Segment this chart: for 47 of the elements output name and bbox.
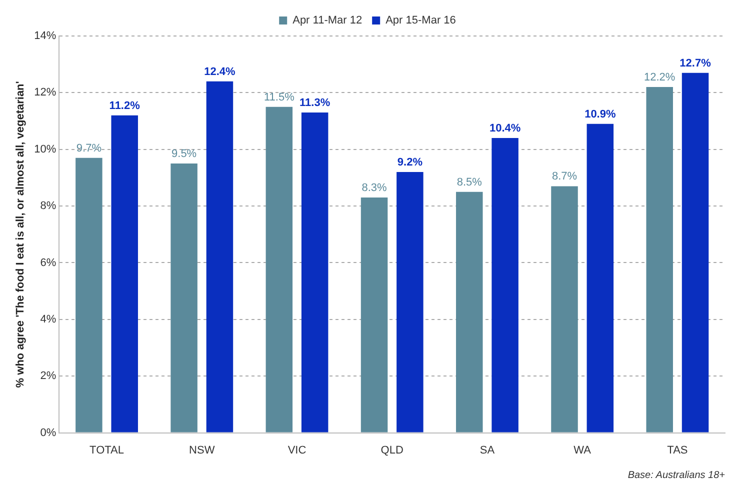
bar — [492, 138, 518, 432]
data-label: 8.3% — [362, 182, 388, 194]
bar — [551, 186, 578, 432]
data-label: 11.5% — [264, 91, 295, 104]
bar — [396, 172, 424, 432]
y-axis-title: % who agree 'The food I eat is all, or almost all, vegetarian' — [14, 80, 27, 388]
bar — [360, 198, 388, 432]
x-tick-label: SA — [480, 444, 496, 456]
x-tick-label: QLD — [380, 444, 404, 456]
bar — [266, 106, 293, 432]
x-tick-label: TAS — [667, 444, 688, 456]
data-label: 9.2% — [397, 156, 423, 169]
legend-label: Apr 11-Mar 12 — [292, 14, 362, 27]
bar — [76, 158, 102, 432]
data-label: 8.7% — [552, 170, 578, 183]
data-label: 12.7% — [680, 57, 712, 70]
bar — [682, 72, 709, 432]
bar — [170, 164, 198, 432]
data-label: 10.4% — [489, 122, 521, 135]
y-tick-label: 8% — [40, 200, 56, 212]
data-label: 12.2% — [644, 72, 676, 84]
data-label: 9.5% — [172, 148, 197, 160]
bar — [206, 81, 234, 432]
x-tick-label: TOTAL — [90, 444, 124, 456]
data-label: 10.9% — [584, 108, 616, 120]
text: Base: Australians 18+ — [628, 470, 725, 481]
y-tick-label: 14% — [34, 30, 56, 42]
x-tick-label: WA — [574, 444, 592, 456]
y-tick-label: 0% — [40, 426, 56, 439]
y-tick-label: 12% — [34, 86, 56, 99]
y-tick-label: 10% — [34, 143, 56, 156]
bar — [456, 192, 483, 432]
data-label: 8.5% — [456, 176, 482, 188]
x-tick-label: VIC — [288, 444, 306, 456]
bar — [646, 87, 673, 432]
y-tick-label: 4% — [40, 313, 56, 326]
x-tick-label: NSW — [189, 444, 216, 456]
data-label: 11.2% — [109, 100, 140, 112]
data-label: 9.7% — [76, 142, 102, 154]
legend-label: Apr 15-Mar 16 — [386, 14, 456, 27]
y-tick-label: 6% — [40, 256, 56, 269]
bar — [111, 115, 138, 432]
y-tick-label: 2% — [40, 370, 56, 382]
data-label: 11.3% — [300, 97, 330, 110]
data-label: 12.4% — [204, 66, 236, 78]
bar — [586, 124, 614, 432]
bar — [301, 112, 328, 432]
